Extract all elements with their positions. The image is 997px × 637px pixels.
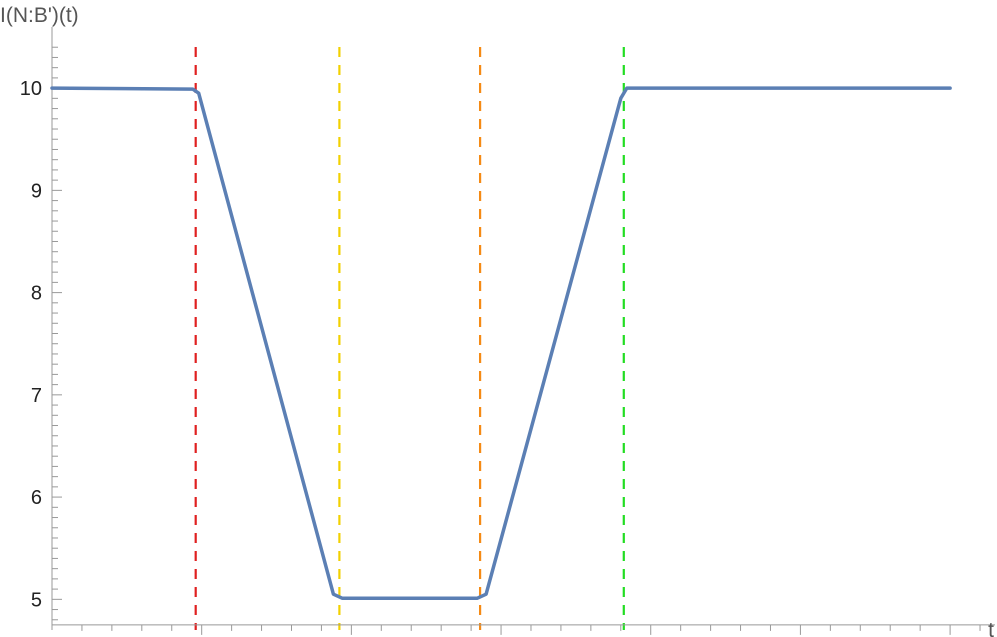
series-layer [50, 86, 952, 601]
axes [51, 27, 995, 630]
tick-layer: 510152025305678910 [20, 46, 981, 635]
y-tick-label: 9 [31, 180, 42, 202]
y-tick-label: 5 [31, 589, 42, 611]
y-tick-label: 10 [20, 78, 42, 100]
y-tick-label: 8 [31, 283, 42, 305]
series-line [50, 86, 952, 601]
y-tick-label: 6 [31, 487, 42, 509]
y-axis-label: I(N:B')(t) [0, 4, 79, 27]
x-axis-label: t [988, 619, 994, 637]
vline-layer [194, 47, 625, 630]
y-tick-label: 7 [31, 385, 42, 407]
